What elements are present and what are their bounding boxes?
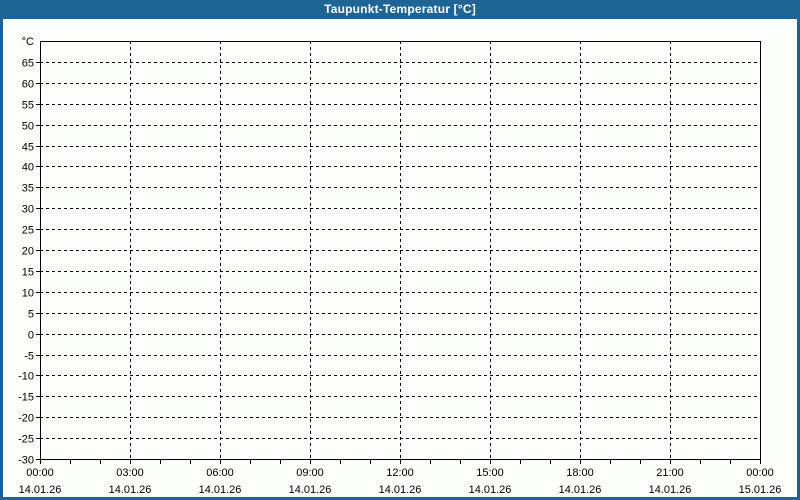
svg-text:35: 35: [22, 183, 34, 195]
svg-text:-30: -30: [18, 455, 34, 467]
svg-text:15: 15: [22, 267, 34, 279]
page-border-right: [797, 0, 800, 500]
svg-text:-15: -15: [18, 392, 34, 404]
svg-text:14.01.26: 14.01.26: [19, 484, 62, 496]
page-border-left: [0, 0, 3, 500]
svg-text:14.01.26: 14.01.26: [469, 484, 512, 496]
svg-text:20: 20: [22, 246, 34, 258]
svg-text:50: 50: [22, 121, 34, 133]
svg-text:09:00: 09:00: [296, 467, 324, 479]
svg-text:-20: -20: [18, 413, 34, 425]
svg-text:-10: -10: [18, 371, 34, 383]
svg-text:-25: -25: [18, 434, 34, 446]
y-axis-unit: °C: [22, 36, 34, 48]
svg-text:-5: -5: [24, 351, 34, 363]
svg-text:60: 60: [22, 79, 34, 91]
v-gridlines: [130, 41, 671, 459]
svg-text:15.01.26: 15.01.26: [739, 484, 782, 496]
svg-text:18:00: 18:00: [566, 467, 594, 479]
svg-text:65: 65: [22, 58, 34, 70]
svg-text:45: 45: [22, 142, 34, 154]
x-axis-ticks: [40, 459, 761, 464]
svg-text:14.01.26: 14.01.26: [109, 484, 152, 496]
svg-text:14.01.26: 14.01.26: [289, 484, 332, 496]
svg-text:55: 55: [22, 100, 34, 112]
title-bar: Taupunkt-Temperatur [°C]: [0, 0, 800, 19]
chart-title: Taupunkt-Temperatur [°C]: [324, 2, 476, 16]
svg-text:06:00: 06:00: [206, 467, 234, 479]
svg-text:5: 5: [28, 309, 34, 321]
svg-text:00:00: 00:00: [746, 467, 774, 479]
svg-text:14.01.26: 14.01.26: [649, 484, 692, 496]
x-axis-labels: 00:00 14.01.26 03:00 14.01.26 06:00 14.01.26 0…: [19, 467, 782, 496]
y-axis-labels: 65605550454035302520151050-5-10-15-20-25…: [18, 58, 34, 467]
svg-text:°C: °C: [22, 36, 34, 48]
svg-text:30: 30: [22, 204, 34, 216]
y-axis-ticks: [36, 62, 40, 460]
svg-text:0: 0: [28, 330, 34, 342]
svg-text:00:00: 00:00: [26, 467, 54, 479]
svg-text:14.01.26: 14.01.26: [559, 484, 602, 496]
svg-text:03:00: 03:00: [116, 467, 144, 479]
svg-text:21:00: 21:00: [656, 467, 684, 479]
svg-text:14.01.26: 14.01.26: [379, 484, 422, 496]
svg-text:12:00: 12:00: [386, 467, 414, 479]
svg-text:25: 25: [22, 225, 34, 237]
page-border-bottom: [0, 497, 800, 500]
svg-text:40: 40: [22, 162, 34, 174]
svg-text:15:00: 15:00: [476, 467, 504, 479]
svg-text:10: 10: [22, 288, 34, 300]
svg-text:14.01.26: 14.01.26: [199, 484, 242, 496]
h-gridlines: [40, 62, 760, 439]
